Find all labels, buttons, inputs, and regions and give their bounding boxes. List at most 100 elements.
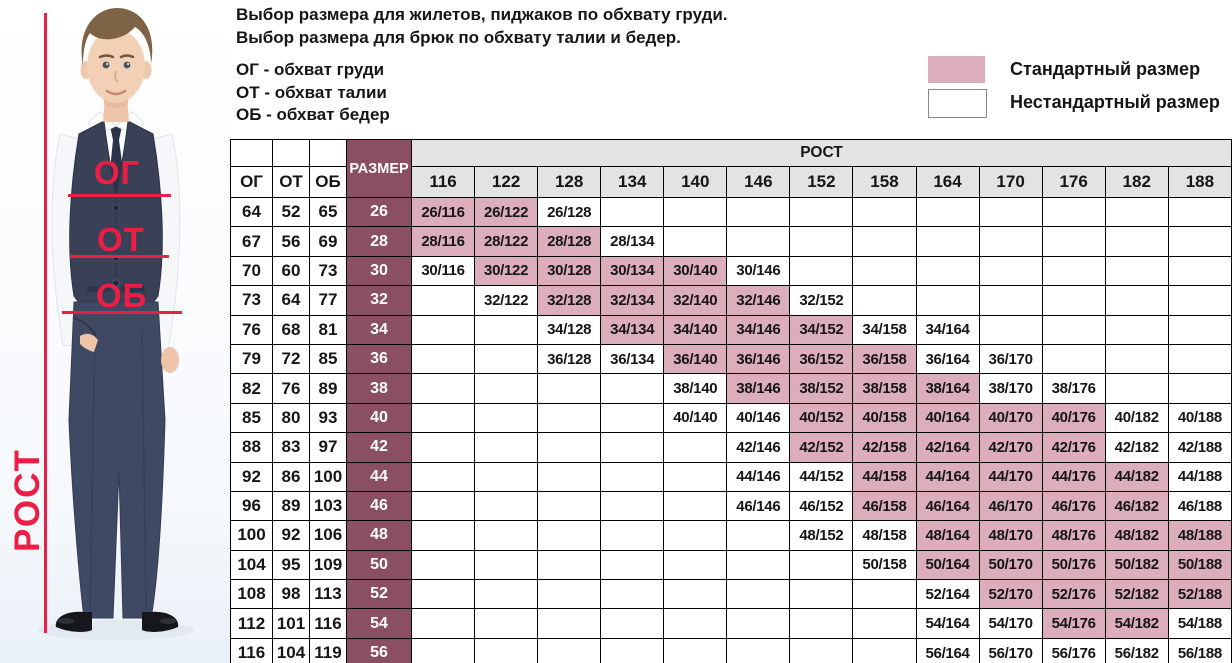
chest-value: 92 — [230, 461, 273, 492]
size-height-cell — [789, 196, 854, 228]
waist-value: 92 — [272, 520, 310, 551]
size-height-cell — [1104, 343, 1169, 375]
size-height-cell: 44/152 — [789, 461, 854, 492]
size-height-cell: 26/122 — [474, 196, 539, 228]
height-header: 158 — [852, 166, 917, 198]
size-height-cell — [1041, 285, 1106, 316]
size-value: 34 — [346, 314, 412, 345]
size-height-cell — [600, 579, 665, 610]
size-height-cell — [663, 490, 728, 522]
size-row: 76 68 81 34 34/128 34/134 34/140 34/146 34/152 34… — [230, 314, 1232, 345]
size-height-cell: 40/152 — [789, 402, 854, 434]
size-row: 112 101 116 54 54/164 54/170 54/176 54/182 54/18… — [230, 608, 1232, 639]
size-height-cell: 48/164 — [915, 520, 980, 551]
chest-value: 64 — [230, 196, 273, 228]
size-row: 116 104 119 56 56/164 56/170 56/176 56/182 56/18… — [230, 637, 1232, 663]
size-height-cell — [474, 373, 539, 404]
size-height-cell: 52/164 — [915, 579, 980, 610]
waist-value: 60 — [272, 255, 310, 287]
blank-header-cell — [272, 139, 310, 167]
size-height-cell — [1041, 196, 1106, 228]
size-height-cell — [600, 432, 665, 463]
size-row: 67 56 69 28 28/116 28/122 28/128 28/134 — [230, 226, 1232, 257]
hips-value: 106 — [309, 520, 347, 551]
size-table: РАЗМЕР РОСТ ОГ ОТ ОБ 116 122 128 134 140 146 152 158… — [230, 139, 1232, 663]
size-height-cell — [1104, 373, 1169, 404]
measure-header: ОТ — [272, 166, 310, 198]
size-row: 64 52 65 26 26/116 26/122 26/128 — [230, 196, 1232, 228]
size-height-cell — [537, 608, 602, 639]
size-height-cell: 34/146 — [726, 314, 791, 345]
size-height-cell — [600, 461, 665, 492]
blank-header-cell — [230, 139, 273, 167]
size-height-cell — [726, 608, 791, 639]
size-height-cell: 40/158 — [852, 402, 917, 434]
size-height-cell — [1167, 255, 1232, 287]
size-height-cell: 48/182 — [1104, 520, 1169, 551]
standard-size-label: Стандартный размер — [1010, 59, 1201, 79]
size-height-cell — [663, 432, 728, 463]
size-height-cell — [537, 373, 602, 404]
hips-value: 77 — [309, 285, 347, 316]
size-height-cell: 40/176 — [1041, 402, 1106, 434]
size-height-cell: 50/158 — [852, 549, 917, 581]
size-height-cell: 46/170 — [978, 490, 1043, 522]
size-height-cell: 28/134 — [600, 226, 665, 257]
size-height-cell: 54/176 — [1041, 608, 1106, 639]
chest-measure-line — [68, 194, 171, 197]
size-height-cell: 40/164 — [915, 402, 980, 434]
size-value: 28 — [346, 226, 412, 257]
height-header: 152 — [789, 166, 854, 198]
chest-value: 85 — [230, 402, 273, 434]
size-height-cell: 34/140 — [663, 314, 728, 345]
waist-value: 86 — [272, 461, 310, 492]
size-height-cell: 36/164 — [915, 343, 980, 375]
size-height-cell: 56/164 — [915, 637, 980, 663]
size-height-cell — [474, 402, 539, 434]
size-row: 92 86 100 44 44/146 44/152 44/158 44/164 44/170 4… — [230, 461, 1232, 492]
size-height-cell — [474, 549, 539, 581]
size-value: 26 — [346, 196, 412, 228]
chest-value: 67 — [230, 226, 273, 257]
size-height-cell — [726, 637, 791, 663]
hips-value: 113 — [309, 579, 347, 610]
size-height-cell — [600, 608, 665, 639]
boy-illustration — [0, 0, 230, 663]
size-height-cell: 50/188 — [1167, 549, 1232, 581]
waist-value: 80 — [272, 402, 310, 434]
description-line-1: Выбор размера для жилетов, пиджаков по о… — [236, 5, 728, 24]
size-height-cell — [474, 520, 539, 551]
size-height-cell: 44/188 — [1167, 461, 1232, 492]
size-height-cell: 50/176 — [1041, 549, 1106, 581]
waist-label: ОТ — [97, 221, 145, 258]
size-height-cell: 48/176 — [1041, 520, 1106, 551]
size-height-cell — [1041, 255, 1106, 287]
size-height-cell — [663, 579, 728, 610]
size-height-cell: 44/158 — [852, 461, 917, 492]
model-photo: ОГ ОТ ОБ РОСТ — [0, 0, 230, 663]
size-height-cell — [663, 196, 728, 228]
size-height-cell: 42/152 — [789, 432, 854, 463]
size-height-cell — [1167, 314, 1232, 345]
size-height-cell: 44/176 — [1041, 461, 1106, 492]
height-header: 146 — [726, 166, 791, 198]
size-height-cell: 38/158 — [852, 373, 917, 404]
size-height-cell — [1167, 343, 1232, 375]
size-height-cell — [410, 314, 476, 345]
size-height-cell — [537, 402, 602, 434]
size-height-cell — [789, 608, 854, 639]
size-height-cell: 40/170 — [978, 402, 1043, 434]
size-height-cell: 40/140 — [663, 402, 728, 434]
size-height-cell — [600, 402, 665, 434]
hips-label: ОБ — [96, 277, 148, 314]
hips-value: 89 — [309, 373, 347, 404]
size-height-cell — [978, 196, 1043, 228]
size-height-cell — [410, 520, 476, 551]
size-height-cell: 30/146 — [726, 255, 791, 287]
chest-value: 116 — [230, 637, 273, 663]
height-header: 176 — [1041, 166, 1106, 198]
size-height-cell — [852, 226, 917, 257]
size-height-cell — [663, 226, 728, 257]
height-header: 128 — [537, 166, 602, 198]
chest-value: 108 — [230, 579, 273, 610]
